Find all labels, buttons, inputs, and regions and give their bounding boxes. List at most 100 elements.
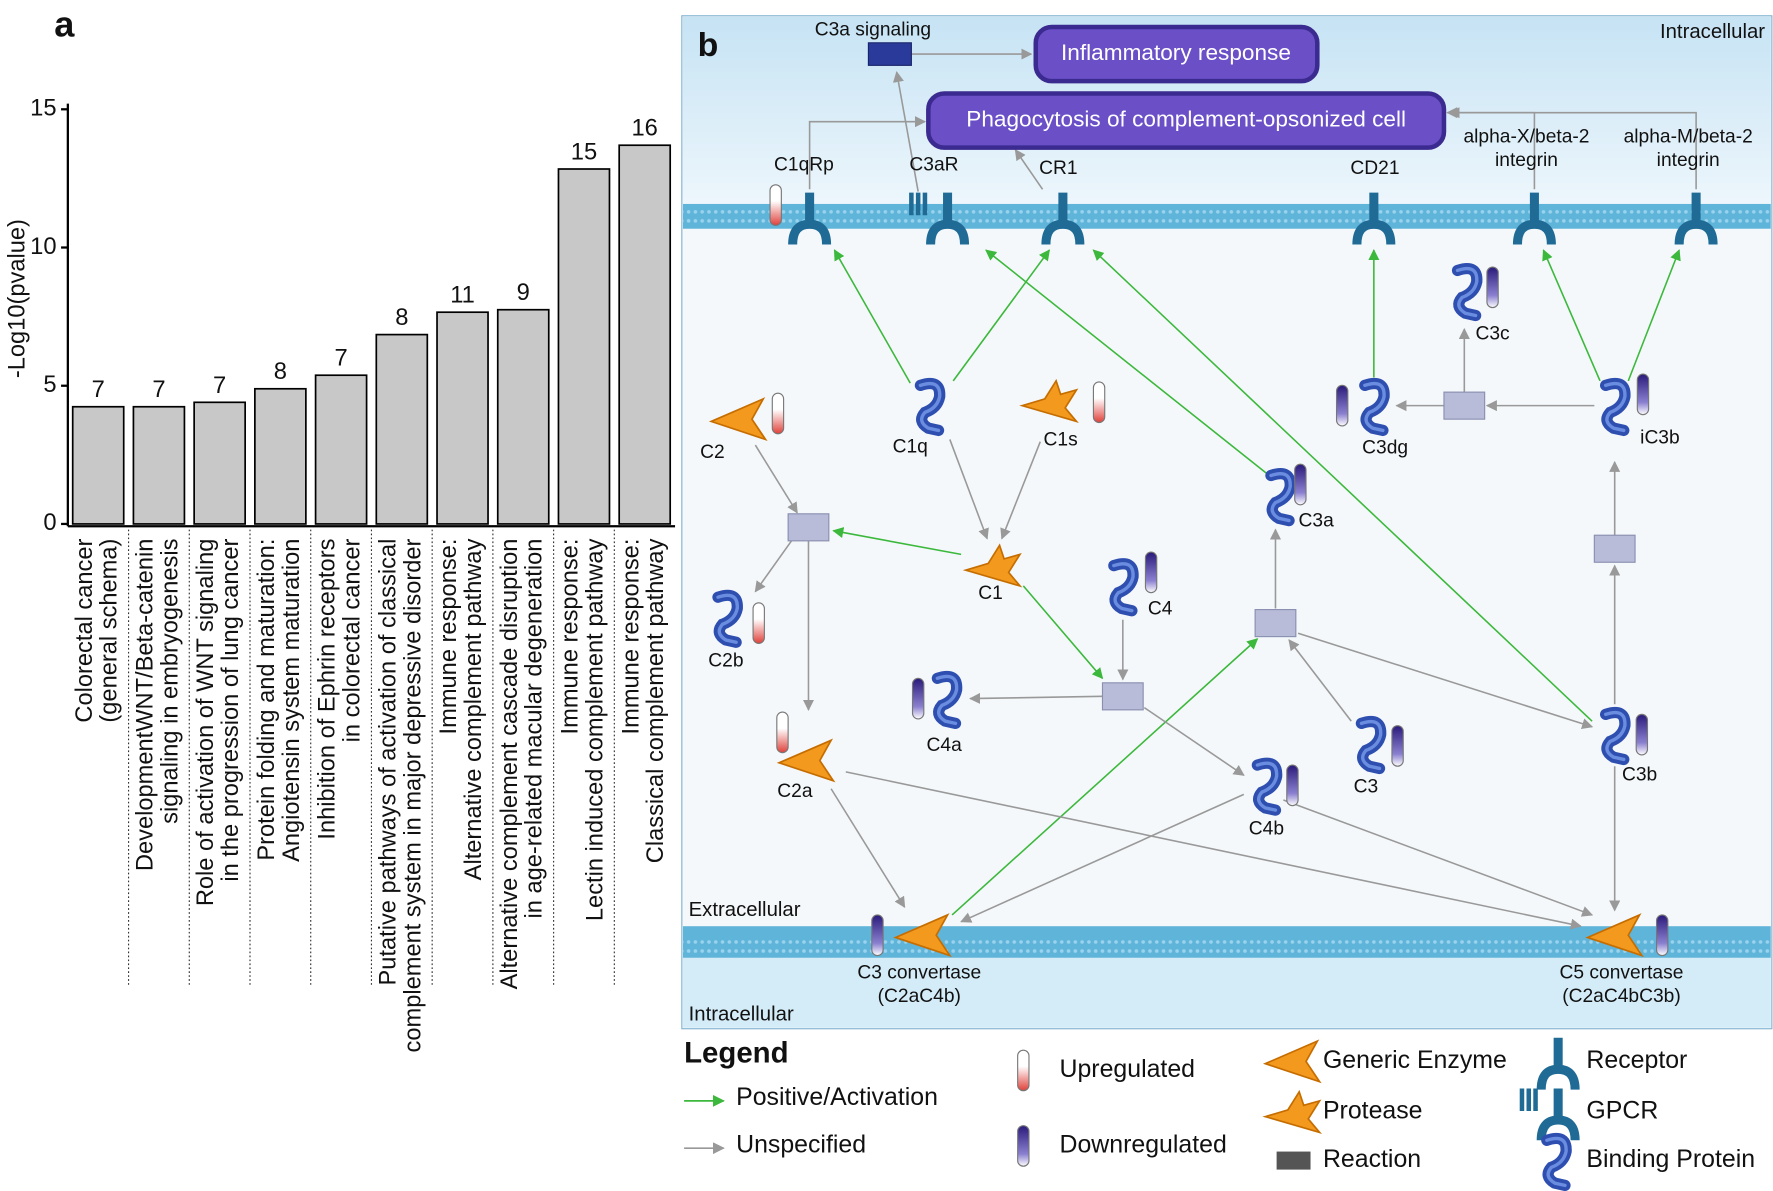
- edge: [1022, 585, 1104, 680]
- legend-swatch: [1017, 1049, 1030, 1092]
- legend-label: Reaction: [1323, 1146, 1421, 1173]
- process-label: Phagocytosis of complement-opsonized cel…: [966, 107, 1406, 132]
- node-label: C4b: [1249, 818, 1284, 839]
- legend-label: Downregulated: [1060, 1132, 1227, 1159]
- bar: [254, 387, 307, 525]
- regulation-indicator: [769, 184, 782, 226]
- node-label: C2a: [777, 781, 813, 802]
- bar-count-label: 7: [334, 346, 347, 372]
- edge: [1283, 799, 1594, 917]
- edge: [830, 788, 906, 908]
- membrane: [682, 203, 1771, 229]
- regulation-indicator: [1144, 551, 1158, 594]
- edge: [845, 771, 1582, 930]
- node-label: C1: [978, 583, 1003, 604]
- x-tick-label: Immune response:Lectin induced complemen…: [558, 538, 609, 921]
- x-tick-label: Immune response:Classical complement pat…: [618, 538, 669, 863]
- bar-count-label: 7: [152, 377, 165, 403]
- bar: [496, 308, 550, 525]
- regulation-indicator: [1486, 266, 1499, 309]
- edge: [1297, 632, 1594, 730]
- bar: [132, 405, 186, 525]
- node-label: alpha-X/beta-2 integrin: [1463, 127, 1589, 172]
- regulation-indicator: [1335, 384, 1349, 427]
- bar-count-label: 8: [274, 359, 287, 385]
- legend-label: Unspecified: [736, 1132, 866, 1159]
- compartment-label: Intracellular: [689, 1004, 794, 1026]
- node-label: C3 convertase (C2aC4b): [857, 963, 981, 1008]
- edge: [1000, 441, 1042, 540]
- reaction: [1593, 534, 1636, 563]
- bar-count-label: 16: [631, 116, 657, 142]
- y-tick-label: 15: [30, 96, 56, 122]
- legend-swatch: [1276, 1151, 1311, 1170]
- node-label: C3dg: [1362, 438, 1408, 459]
- bar: [375, 333, 429, 525]
- bar: [193, 401, 246, 525]
- legend-label: Receptor: [1586, 1047, 1687, 1074]
- node-label: C2b: [708, 650, 743, 671]
- bar: [314, 374, 368, 525]
- reaction: [1254, 609, 1297, 638]
- legend-swatch: [1264, 1040, 1321, 1083]
- node-label: C3b: [1622, 764, 1657, 785]
- bar: [618, 144, 672, 525]
- x-tick-label: DevelopmentWNT/Beta-cateninsignaling in …: [133, 539, 184, 872]
- process-box: [1033, 24, 1320, 84]
- node-label: C4a: [927, 735, 963, 756]
- legend-label: Protease: [1323, 1098, 1423, 1125]
- bar-count-label: 8: [395, 305, 408, 331]
- x-tick-label: Immune response:Alternative complement p…: [436, 538, 487, 880]
- legend-label: Binding Protein: [1586, 1146, 1755, 1173]
- regulation-indicator: [752, 602, 765, 644]
- node-label: CD21: [1350, 158, 1399, 179]
- panel-a: a -Log10(pvalue) 0 5 10 15 7 Colorectal cance…: [4, 4, 676, 1052]
- process-box: [926, 91, 1447, 150]
- compartment-label: Extracellular: [689, 899, 801, 921]
- legend-label: Upregulated: [1060, 1056, 1196, 1083]
- edge: [952, 249, 1050, 382]
- node-label: iC3b: [1640, 427, 1680, 448]
- node-label: C3: [1354, 777, 1379, 798]
- edge: [754, 540, 793, 593]
- bar: [71, 405, 125, 525]
- regulation-indicator: [1092, 381, 1106, 424]
- legend-swatch: [1017, 1125, 1030, 1167]
- legend-label: Generic Enzyme: [1323, 1047, 1507, 1074]
- node-label: C5 convertase (C2aC4bC3b): [1560, 963, 1684, 1008]
- node-label: C4: [1148, 599, 1173, 620]
- compartment-label: Intracellular: [1660, 21, 1765, 43]
- node-label: C1q: [893, 436, 928, 457]
- legend-swatch: [1547, 1138, 1566, 1185]
- node-label: C2: [700, 442, 725, 463]
- reaction: [1101, 682, 1144, 711]
- regulation-indicator: [1655, 914, 1669, 957]
- node-label: C3aR: [909, 155, 958, 176]
- x-tick-label: Putative pathways of activation of class…: [376, 538, 427, 1052]
- x-tick-label: Role of activation of WNT signalingin th…: [193, 538, 244, 906]
- node-label: C3c: [1475, 324, 1510, 345]
- panel-label: b: [698, 26, 719, 64]
- reaction: [1443, 391, 1486, 420]
- edges: [754, 48, 1697, 930]
- edge: [1448, 107, 1697, 190]
- edge: [808, 116, 927, 190]
- x-tick-label: Alternative complement cascade disruptio…: [497, 539, 548, 990]
- bar: [557, 168, 611, 525]
- y-tick-label: 5: [43, 372, 56, 398]
- edge: [1542, 249, 1601, 382]
- bar-count-label: 7: [92, 377, 105, 403]
- regulation-indicator: [771, 392, 785, 435]
- legend-label: GPCR: [1586, 1098, 1658, 1125]
- legend-label: Positive/Activation: [736, 1084, 938, 1111]
- node-label: C3a: [1299, 511, 1335, 532]
- y-axis-label: -Log10(pvalue): [4, 219, 30, 378]
- intracellular-region: [682, 957, 1771, 1028]
- x-tick-label: Inhibition of Ephrin receptorsin colorec…: [315, 538, 366, 839]
- bar-count-label: 9: [517, 280, 530, 306]
- regulation-indicator: [1294, 463, 1307, 506]
- edge: [951, 638, 1259, 916]
- regulation-indicator: [776, 711, 789, 754]
- edge: [1143, 706, 1245, 776]
